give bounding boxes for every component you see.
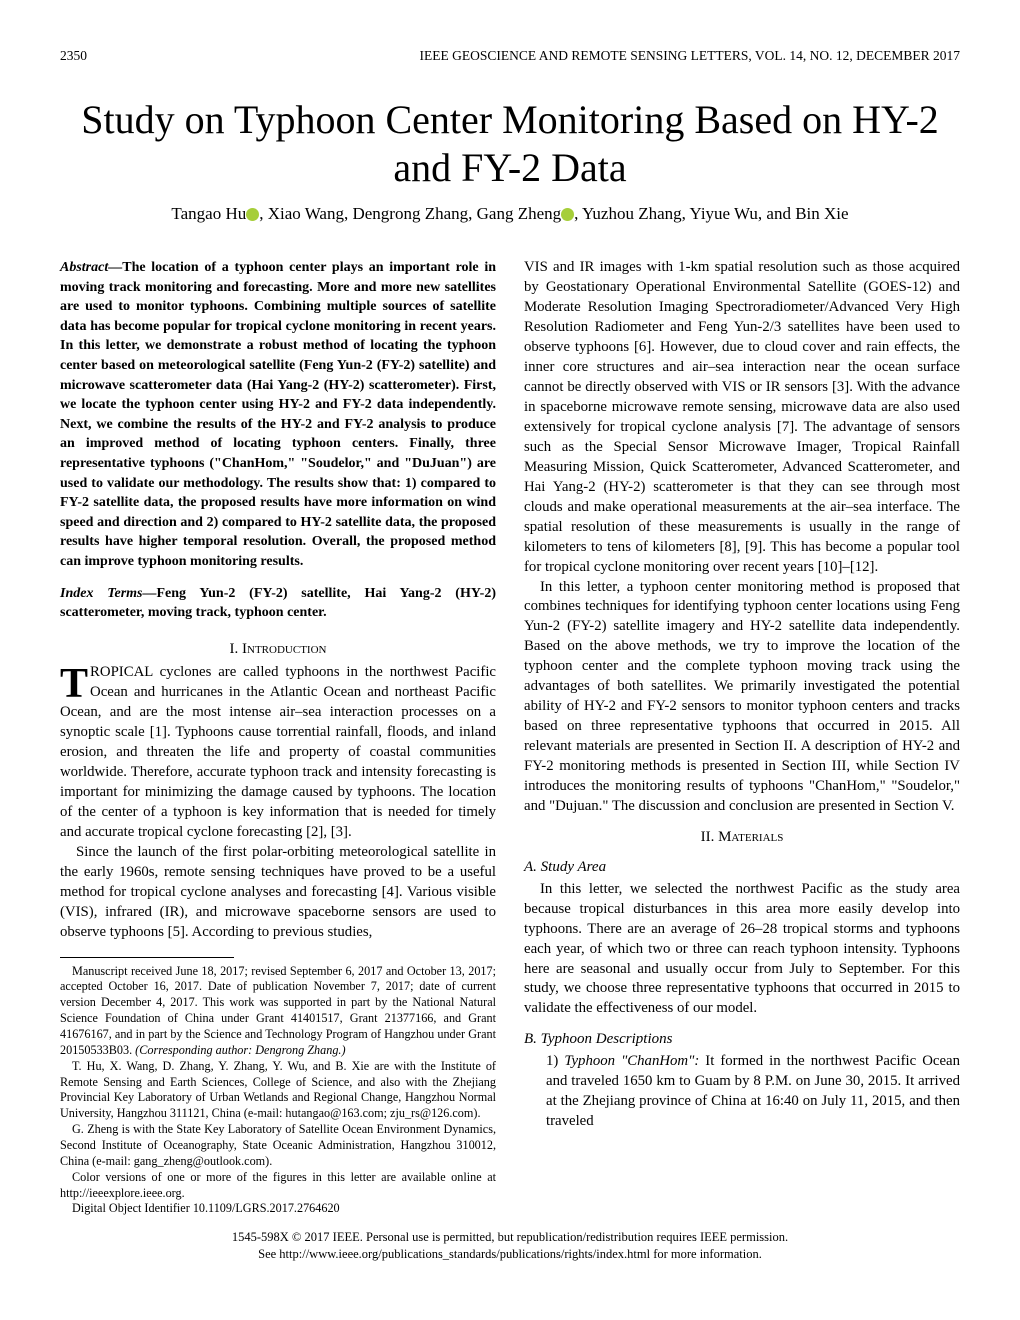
page-container: 2350 IEEE GEOSCIENCE AND REMOTE SENSING … <box>0 0 1020 1292</box>
author-segment-1: Tangao Hu <box>171 204 246 223</box>
abstract-text: The location of a typhoon center plays a… <box>60 260 496 569</box>
footnote-affiliation-2: G. Zheng is with the State Key Laborator… <box>60 1122 496 1170</box>
intro-p1-rest: ROPICAL cyclones are called typhoons in … <box>60 664 496 840</box>
copyright-line-1: 1545-598X © 2017 IEEE. Personal use is p… <box>60 1229 960 1245</box>
typhoon-item-1: 1) Typhoon "ChanHom": It formed in the n… <box>546 1052 960 1132</box>
paper-title: Study on Typhoon Center Monitoring Based… <box>60 96 960 192</box>
author-list: Tangao Hu , Xiao Wang, Dengrong Zhang, Ga… <box>60 204 960 224</box>
footnote-separator <box>60 957 234 958</box>
intro-paragraph-3: VIS and IR images with 1-km spatial reso… <box>524 258 960 578</box>
index-terms-label: Index Terms— <box>60 586 157 601</box>
two-column-layout: Abstract—The location of a typhoon cente… <box>60 258 960 1217</box>
footnote-corresponding: (Corresponding author: Dengrong Zhang.) <box>135 1043 345 1057</box>
right-column: VIS and IR images with 1-km spatial reso… <box>524 258 960 1217</box>
index-terms-block: Index Terms—Feng Yun-2 (FY-2) satellite,… <box>60 584 496 623</box>
subsection-a-heading: A. Study Area <box>524 857 960 877</box>
journal-info: IEEE GEOSCIENCE AND REMOTE SENSING LETTE… <box>420 48 961 64</box>
typhoon-1-title: Typhoon "ChanHom": <box>564 1053 705 1069</box>
running-header: 2350 IEEE GEOSCIENCE AND REMOTE SENSING … <box>60 48 960 64</box>
footnote-color-versions: Color versions of one or more of the fig… <box>60 1170 496 1202</box>
author-segment-3: , Yuzhou Zhang, Yiyue Wu, and Bin Xie <box>574 204 848 223</box>
section-2-heading: II. Materials <box>524 827 960 847</box>
copyright-block: 1545-598X © 2017 IEEE. Personal use is p… <box>60 1229 960 1262</box>
footnote-manuscript: Manuscript received June 18, 2017; revis… <box>60 964 496 1059</box>
footnote-affiliation-1: T. Hu, X. Wang, D. Zhang, Y. Zhang, Y. W… <box>60 1059 496 1122</box>
footnote-doi: Digital Object Identifier 10.1109/LGRS.2… <box>60 1201 496 1217</box>
subsection-b-heading: B. Typhoon Descriptions <box>524 1029 960 1049</box>
intro-paragraph-2: Since the launch of the first polar-orbi… <box>60 843 496 943</box>
dropcap-letter: T <box>60 663 90 701</box>
copyright-line-2: See http://www.ieee.org/publications_sta… <box>60 1246 960 1262</box>
orcid-icon <box>246 208 259 221</box>
intro-paragraph-1: TROPICAL cyclones are called typhoons in… <box>60 663 496 843</box>
abstract-block: Abstract—The location of a typhoon cente… <box>60 258 496 572</box>
author-segment-2: , Xiao Wang, Dengrong Zhang, Gang Zheng <box>259 204 561 223</box>
left-column: Abstract—The location of a typhoon cente… <box>60 258 496 1217</box>
typhoon-1-number: 1) <box>546 1053 564 1069</box>
intro-paragraph-4: In this letter, a typhoon center monitor… <box>524 578 960 818</box>
section-1-heading: I. Introduction <box>60 639 496 659</box>
page-number: 2350 <box>60 48 87 64</box>
footnotes-block: Manuscript received June 18, 2017; revis… <box>60 964 496 1218</box>
abstract-label: Abstract— <box>60 260 122 275</box>
orcid-icon <box>561 208 574 221</box>
study-area-paragraph: In this letter, we selected the northwes… <box>524 880 960 1020</box>
